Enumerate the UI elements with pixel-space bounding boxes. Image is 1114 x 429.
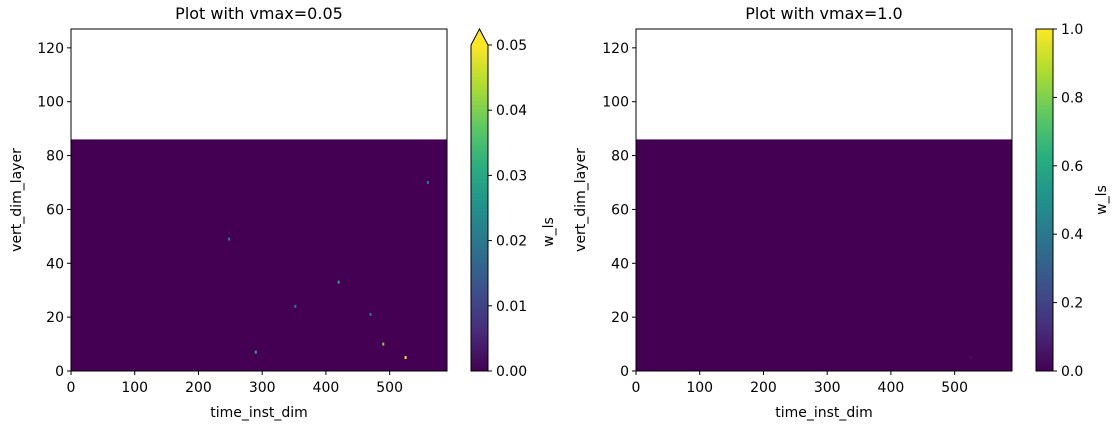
panel-2-colorbar: 0.0 0.2 0.4 0.6 0.8 1.0 w_ls [1035,22,1110,380]
panel-1-colorbar-tick-label: 0.02 [496,234,527,250]
panel-1-ytick-label: 20 [46,310,64,326]
panel-2-ylabel: vert_dim_layer [573,148,589,252]
panel-1-colorbar-label: w_ls [541,217,557,247]
panel-2-colorbar-tick-label: 0.0 [1061,364,1083,380]
panel-1-colorbar-tick-label: 0.04 [496,103,527,119]
panel-1-colorbar-bar [471,45,488,371]
panel-2-axes-frame [635,28,1013,372]
panel-2-heatmap-cell [969,356,972,360]
panel-1-colorbar-extend-arrow [471,29,488,45]
panel-1-xtick-label: 400 [313,380,340,396]
panel-1-xticks: 0 100 200 300 400 500 [67,371,403,396]
panel-2-colorbar-label: w_ls [1094,185,1110,215]
panel-1-colorbar: 0.00 0.01 0.02 0.03 0.04 0.05 w_ls [470,27,557,380]
panel-1-colorbar-ticks: 0.00 0.01 0.02 0.03 0.04 0.05 [488,38,527,380]
panel-1-heatmap-cell [254,350,257,354]
panel-1-colorbar-tick-label: 0.00 [496,364,527,380]
panel-2-xtick-label: 500 [941,380,968,396]
panel-2-xtick-label: 100 [686,380,713,396]
panel-1-ytick-label: 60 [46,202,64,218]
panel-1-xtick-label: 500 [376,380,403,396]
panel-1-heatmap-cell [404,356,407,360]
panel-1-heatmap-cell [369,312,372,316]
panel-2-ytick-label: 120 [602,41,629,57]
panel-2-xtick-label: 200 [750,380,777,396]
panel-1-colorbar-tick-label: 0.05 [496,38,527,54]
panel-1-ytick-label: 100 [37,95,64,111]
panel-2-colorbar-tick-label: 0.8 [1061,90,1083,106]
panel-2-colorbar-tick-label: 0.4 [1061,227,1083,243]
panel-2-xticks: 0 100 200 300 400 500 [632,371,968,396]
panel-2-heatmap [636,139,1012,371]
panel-1-heatmap-cell [294,304,297,308]
panel-1-ytick-label: 120 [37,41,64,57]
panel-1-xtick-label: 200 [185,380,212,396]
panel-2-xtick-label: 0 [632,380,641,396]
panel-1-xtick-label: 0 [67,380,76,396]
panel-2-colorbar-tick-label: 0.6 [1061,159,1083,175]
panel-2-ytick-label: 40 [611,256,629,272]
panel-1-ytick-label: 40 [46,256,64,272]
panel-1-colorbar-tick-label: 0.01 [496,299,527,315]
panel-1-heatmap-cell [426,180,429,184]
panel-2-heatmap-field [636,139,1012,371]
panel-1-colorbar-tick-label: 0.03 [496,168,527,184]
panel-1: Plot with vmax=0.05 0 100 200 300 400 500 0 20… [9,4,557,421]
panel-2: Plot with vmax=1.0 0 100 200 300 400 500 0 20 4… [573,4,1110,421]
panel-1-xtick-label: 300 [249,380,276,396]
panel-1-heatmap-field [71,139,447,371]
panel-1-colorbar-outline [470,27,489,372]
panel-1-heatmap-cell [382,342,385,346]
panel-2-colorbar-bar [1035,28,1054,372]
panel-2-ytick-label: 0 [620,364,629,380]
panel-2-xtick-label: 300 [814,380,841,396]
panel-2-ytick-label: 80 [611,149,629,165]
panel-1-xtick-label: 100 [121,380,148,396]
panel-1-ytick-label: 80 [46,149,64,165]
panel-2-colorbar-tick-label: 0.2 [1061,296,1083,312]
panel-1-axes-frame [70,28,448,372]
panel-2-xtick-label: 400 [878,380,905,396]
panel-1-ylabel: vert_dim_layer [9,148,25,252]
panel-2-yticks: 0 20 40 60 80 100 120 [602,41,636,380]
panel-1-heatmap [71,139,447,371]
panel-1-heatmap-cell [337,280,340,284]
panel-1-xlabel: time_inst_dim [210,405,308,421]
panel-2-colorbar-tick-label: 1.0 [1061,22,1083,38]
panel-1-yticks: 0 20 40 60 80 100 120 [37,41,71,380]
panel-2-colorbar-ticks: 0.0 0.2 0.4 0.6 0.8 1.0 [1053,22,1083,380]
panel-2-ytick-label: 60 [611,202,629,218]
panel-2-xlabel: time_inst_dim [775,405,873,421]
panel-1-heatmap-cell [228,237,231,241]
panel-1-title: Plot with vmax=0.05 [175,4,343,23]
panel-2-title: Plot with vmax=1.0 [745,4,902,23]
panel-2-ytick-label: 20 [611,310,629,326]
panel-1-ytick-label: 0 [55,364,64,380]
panel-2-ytick-label: 100 [602,95,629,111]
